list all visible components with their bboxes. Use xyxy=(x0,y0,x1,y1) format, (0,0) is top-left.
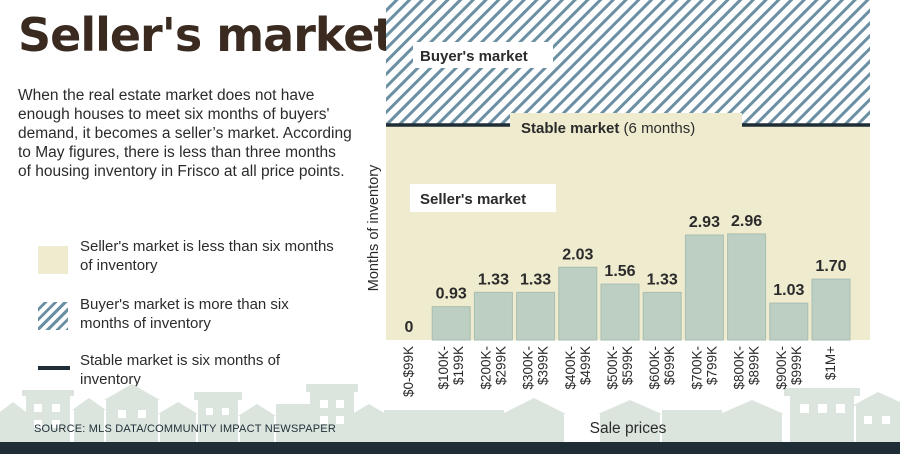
tick-label-line: $399K xyxy=(536,346,551,385)
legend-text: Buyer's market is more than six months o… xyxy=(80,296,289,332)
bar-6 xyxy=(642,291,682,341)
stable-label-bold: Stable market xyxy=(521,120,619,137)
tick-label-0: $0-$99K xyxy=(401,346,416,397)
value-label-2: 1.33 xyxy=(478,271,509,288)
tick-label-4: $400K-$499K xyxy=(563,346,593,390)
bar-3 xyxy=(516,291,556,341)
y-axis-label: Months of inventory xyxy=(366,164,382,291)
value-label-8: 2.96 xyxy=(731,213,762,230)
value-label-5: 1.56 xyxy=(604,263,635,280)
tick-label-8: $800K-$899K xyxy=(732,346,762,390)
tick-label-line: $899K xyxy=(747,346,762,385)
stable-label-suffix: (6 months) xyxy=(619,120,695,137)
tick-label-line: $700K- xyxy=(689,346,704,390)
value-label-6: 1.33 xyxy=(647,271,678,288)
tick-label-10: $1M+ xyxy=(823,346,838,380)
legend-text: Seller's market is less than six months … xyxy=(80,238,334,274)
buyer-label-bg xyxy=(413,42,553,68)
value-label-4: 2.03 xyxy=(562,246,593,263)
value-label-0: 0 xyxy=(405,319,414,336)
value-label-7: 2.93 xyxy=(689,214,720,231)
footer-bar xyxy=(0,442,900,454)
tick-label-7: $700K-$799K xyxy=(689,346,719,390)
tick-label-line: $999K xyxy=(789,346,804,385)
tick-label-6: $600K-$699K xyxy=(647,346,677,390)
tick-label-line: $199K xyxy=(451,346,466,385)
legend-item-seller: Seller's market is less than six months … xyxy=(38,238,338,288)
legend-item-stable: Stable market is six months of inventory xyxy=(38,352,338,402)
page-title: Seller's market xyxy=(18,8,395,62)
stable-label-bg xyxy=(510,113,742,141)
tick-labels-group: $0-$99K $100K-$199K $200K-$299K $300K-$399K… xyxy=(401,346,838,397)
tick-label-line: $799K xyxy=(704,346,719,385)
houses-skyline-illustration xyxy=(0,384,900,442)
tick-label-line: $699K xyxy=(662,346,677,385)
x-axis-label: Sale prices xyxy=(590,420,667,437)
bar-8 xyxy=(727,233,767,341)
tick-label-line: $100K- xyxy=(436,346,451,390)
bars-group xyxy=(431,233,851,341)
tick-label-line: $200K- xyxy=(478,346,493,390)
value-label-1: 0.93 xyxy=(436,286,467,303)
tick-label-line: $0-$99K xyxy=(401,346,416,397)
value-labels-group: 0 0.93 1.33 1.33 2.03 1.56 1.33 2.93 2.96 1.03 1.7… xyxy=(405,213,847,336)
bar-2 xyxy=(473,291,513,341)
tick-label-line: $499K xyxy=(578,346,593,385)
tick-label-9: $900K-$999K xyxy=(774,346,804,390)
seller-market-label: Seller's market xyxy=(420,191,526,208)
stable-swatch xyxy=(38,366,70,370)
value-label-10: 1.70 xyxy=(815,258,846,275)
buyer-market-label: Buyer's market xyxy=(420,48,528,65)
tick-label-line: $500K- xyxy=(605,346,620,390)
bar-9 xyxy=(769,302,809,341)
value-label-9: 1.03 xyxy=(773,282,804,299)
source-credit: SOURCE: MLS DATA/COMMUNITY IMPACT NEWSPA… xyxy=(34,423,336,435)
value-label-3: 1.33 xyxy=(520,271,551,288)
bar-4 xyxy=(558,266,598,341)
bar-10 xyxy=(811,278,851,341)
bar-1 xyxy=(431,306,471,341)
tick-label-line: $1M+ xyxy=(823,346,838,380)
tick-label-line: $300K- xyxy=(521,346,536,390)
seller-swatch xyxy=(38,246,68,274)
tick-label-5: $500K-$599K xyxy=(605,346,635,390)
tick-label-3: $300K-$399K xyxy=(521,346,551,390)
tick-label-line: $400K- xyxy=(563,346,578,390)
tick-label-line: $600K- xyxy=(647,346,662,390)
seller-label-bg xyxy=(410,184,556,212)
legend-item-buyer: Buyer's market is more than six months o… xyxy=(38,296,338,346)
intro-text: When the real estate market does not hav… xyxy=(18,87,352,180)
stable-market-label: Stable market (6 months) xyxy=(521,120,695,137)
buyer-swatch xyxy=(38,302,68,330)
legend-text: Stable market is six months of inventory xyxy=(80,352,281,388)
tick-label-line: $599K xyxy=(620,346,635,385)
tick-label-1: $100K-$199K xyxy=(436,346,466,390)
bar-7 xyxy=(684,234,724,341)
tick-label-line: $299K xyxy=(493,346,508,385)
tick-label-2: $200K-$299K xyxy=(478,346,508,390)
inventory-bar-chart: Buyer's market Stable market (6 months) … xyxy=(366,0,870,437)
tick-label-line: $800K- xyxy=(732,346,747,390)
bar-5 xyxy=(600,283,640,341)
tick-label-line: $900K- xyxy=(774,346,789,390)
